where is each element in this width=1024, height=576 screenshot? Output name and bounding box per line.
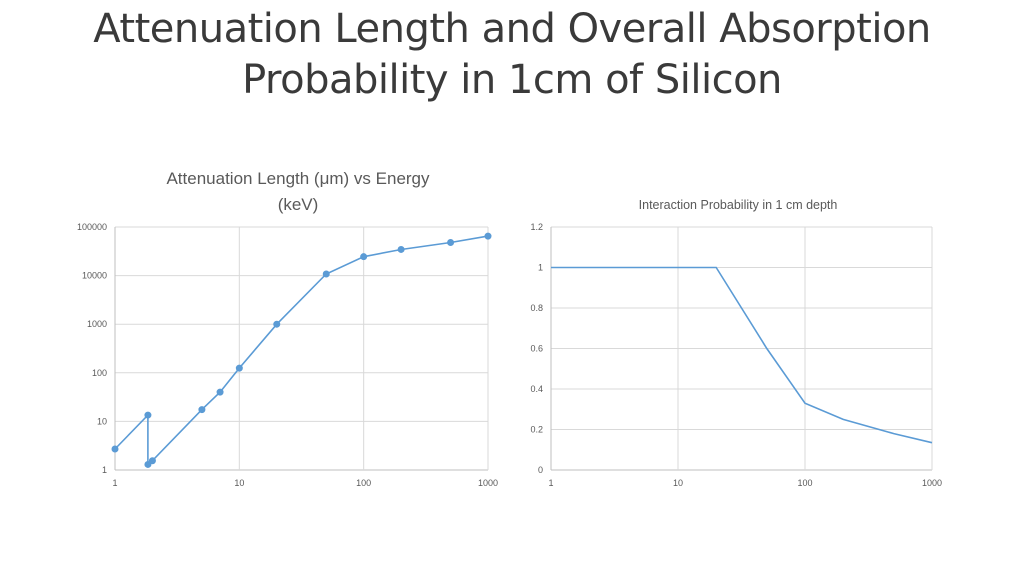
attenuation-data-point xyxy=(397,245,405,253)
attenuation-data-point xyxy=(216,388,224,396)
attenuation-x-tick-label: 1 xyxy=(112,478,117,488)
attenuation-data-point xyxy=(447,238,455,246)
attenuation-data-point xyxy=(273,320,281,328)
attenuation-y-tick-label: 1000 xyxy=(87,319,107,329)
attenuation-data-point xyxy=(144,411,152,419)
attenuation-chart-title-line-2: (keV) xyxy=(278,195,319,214)
slide-title-line-1: Attenuation Length and Overall Absorptio… xyxy=(93,6,931,52)
probability-y-tick-label: 0.8 xyxy=(530,303,543,313)
attenuation-y-tick-label: 1 xyxy=(102,465,107,475)
probability-y-tick-label: 1.2 xyxy=(530,222,543,232)
probability-series-line xyxy=(551,266,933,444)
attenuation-y-tick-label: 10 xyxy=(97,416,107,426)
probability-y-tick-label: 0.2 xyxy=(530,425,543,435)
probability-chart-series xyxy=(551,266,933,444)
probability-y-tick-label: 0 xyxy=(538,465,543,475)
probability-chart-title: Interaction Probability in 1 cm depth xyxy=(639,198,838,212)
probability-y-tick-label: 0.4 xyxy=(530,384,543,394)
interaction-probability-chart: Interaction Probability in 1 cm depth 00… xyxy=(530,198,942,488)
attenuation-y-tick-label: 10000 xyxy=(82,271,107,281)
attenuation-y-tick-label: 100000 xyxy=(77,222,107,232)
attenuation-data-point xyxy=(322,270,330,278)
probability-x-tick-label: 100 xyxy=(797,478,812,488)
attenuation-data-point xyxy=(198,406,206,414)
attenuation-chart-title-line-1: Attenuation Length (μm) vs Energy xyxy=(166,169,430,188)
probability-chart-gridlines xyxy=(550,226,933,471)
attenuation-length-chart: Attenuation Length (μm) vs Energy (keV) … xyxy=(77,169,498,488)
attenuation-data-point xyxy=(484,232,492,240)
attenuation-data-point xyxy=(111,445,119,453)
attenuation-data-point xyxy=(144,460,152,468)
attenuation-series-line xyxy=(114,235,489,467)
attenuation-y-tick-label: 100 xyxy=(92,368,107,378)
slide-title-line-2: Probability in 1cm of Silicon xyxy=(242,57,782,103)
attenuation-x-tick-label: 100 xyxy=(356,478,371,488)
probability-y-tick-label: 1 xyxy=(538,263,543,273)
slide-title: Attenuation Length and Overall Absorptio… xyxy=(0,4,1024,106)
probability-x-tick-label: 10 xyxy=(673,478,683,488)
attenuation-data-point xyxy=(235,364,243,372)
attenuation-chart-gridlines xyxy=(114,226,489,471)
probability-y-tick-label: 0.6 xyxy=(530,344,543,354)
probability-x-tick-label: 1 xyxy=(548,478,553,488)
probability-x-tick-label: 1000 xyxy=(922,478,942,488)
probability-chart-tick-labels: 0 0.2 0.4 0.6 0.8 1 1.2 1 10 100 1000 xyxy=(530,222,942,488)
attenuation-chart-tick-labels: 1 10 100 1000 10000 100000 1 10 100 1000 xyxy=(77,222,498,488)
attenuation-data-point xyxy=(360,253,368,261)
attenuation-x-tick-label: 10 xyxy=(234,478,244,488)
attenuation-data-point xyxy=(148,457,156,465)
attenuation-x-tick-label: 1000 xyxy=(478,478,498,488)
attenuation-chart-series xyxy=(111,232,492,468)
